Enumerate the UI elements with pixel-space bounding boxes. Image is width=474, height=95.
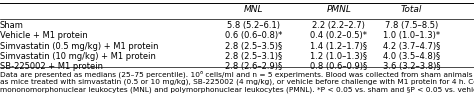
Text: PMNL: PMNL <box>327 6 351 14</box>
Text: 4.2 (3.7–4.7)§: 4.2 (3.7–4.7)§ <box>383 42 440 51</box>
Text: 4.0 (3.5–4.8)§: 4.0 (3.5–4.8)§ <box>383 52 440 61</box>
Text: Simvastatin (0.5 mg/kg) + M1 protein: Simvastatin (0.5 mg/kg) + M1 protein <box>0 42 158 51</box>
Text: 1.2 (1.0–1.3)§: 1.2 (1.0–1.3)§ <box>310 52 367 61</box>
Text: 3.6 (3.2–3.8)§: 3.6 (3.2–3.8)§ <box>383 63 440 71</box>
Text: 2.2 (2.2–2.7): 2.2 (2.2–2.7) <box>312 21 365 30</box>
Text: 7.8 (7.5–8.5): 7.8 (7.5–8.5) <box>385 21 438 30</box>
Text: 5.8 (5.2–6.1): 5.8 (5.2–6.1) <box>227 21 280 30</box>
Text: 1.0 (1.0–1.3)*: 1.0 (1.0–1.3)* <box>383 31 440 40</box>
Text: Vehicle + M1 protein: Vehicle + M1 protein <box>0 31 88 40</box>
Text: Sham: Sham <box>0 21 24 30</box>
Text: 0.8 (0.6–0.9)§: 0.8 (0.6–0.9)§ <box>310 63 367 71</box>
Text: Total: Total <box>401 6 422 14</box>
Text: 0.4 (0.2–0.5)*: 0.4 (0.2–0.5)* <box>310 31 367 40</box>
Text: 2.8 (2.5–3.1)§: 2.8 (2.5–3.1)§ <box>225 52 282 61</box>
Text: as mice treated with simvastatin (0.5 or 10 mg/kg), SB-225002 (4 mg/kg), or vehi: as mice treated with simvastatin (0.5 or… <box>0 79 474 85</box>
Text: SB-225002 + M1 protein: SB-225002 + M1 protein <box>0 63 103 71</box>
Text: mononomorphonuclear leukocytes (MNL) and polymorphonuclear leukocytes (PMNL). *P: mononomorphonuclear leukocytes (MNL) and… <box>0 87 474 93</box>
Text: Data are presented as medians (25–75 percentile). 10⁶ cells/ml and n = 5 experim: Data are presented as medians (25–75 per… <box>0 71 474 78</box>
Text: 2.8 (2.5–3.5)§: 2.8 (2.5–3.5)§ <box>225 42 282 51</box>
Text: 0.6 (0.6–0.8)*: 0.6 (0.6–0.8)* <box>225 31 283 40</box>
Text: MNL: MNL <box>244 6 264 14</box>
Text: 2.8 (2.6–2.9)§: 2.8 (2.6–2.9)§ <box>225 63 282 71</box>
Text: Simvastatin (10 mg/kg) + M1 protein: Simvastatin (10 mg/kg) + M1 protein <box>0 52 156 61</box>
Text: 1.4 (1.2–1.7)§: 1.4 (1.2–1.7)§ <box>310 42 367 51</box>
